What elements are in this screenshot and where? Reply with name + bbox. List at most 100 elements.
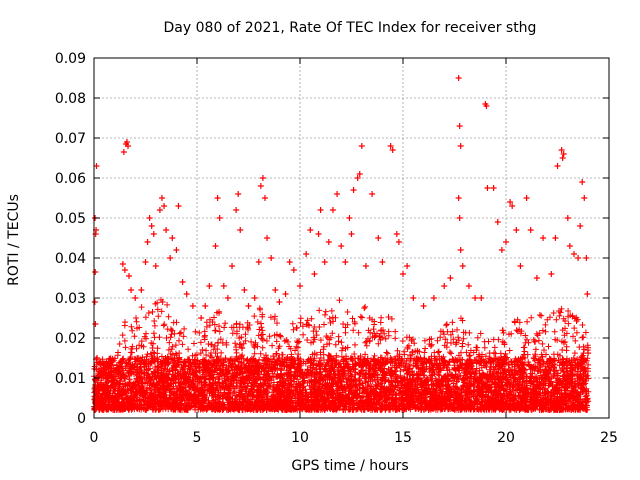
plot-frame xyxy=(93,57,610,419)
data-point xyxy=(233,207,240,213)
data-point xyxy=(570,251,577,257)
data-point xyxy=(362,263,369,269)
data-point xyxy=(183,291,190,297)
data-point xyxy=(356,171,363,177)
data-point xyxy=(465,283,472,289)
data-point xyxy=(189,303,196,309)
data-point xyxy=(346,215,353,221)
data-point xyxy=(389,147,396,153)
data-point xyxy=(245,303,252,309)
data-point xyxy=(290,267,297,273)
data-point xyxy=(132,295,139,301)
y-tick-label: 0.04 xyxy=(55,251,86,267)
data-point xyxy=(175,203,182,209)
data-point xyxy=(354,175,361,181)
data-point xyxy=(216,215,223,221)
data-point xyxy=(560,151,567,157)
data-point xyxy=(282,291,289,297)
data-point xyxy=(121,267,128,273)
data-point xyxy=(348,231,355,237)
data-point xyxy=(163,227,170,233)
data-point xyxy=(268,255,275,261)
data-point xyxy=(441,283,448,289)
data-point xyxy=(95,371,102,377)
data-point xyxy=(517,263,524,269)
data-point xyxy=(410,295,417,301)
data-point xyxy=(92,321,99,327)
data-points xyxy=(91,75,592,413)
data-point xyxy=(237,227,244,233)
y-tick-label: 0 xyxy=(77,411,86,427)
x-tick-label: 20 xyxy=(497,430,515,446)
data-point xyxy=(286,259,293,265)
data-point xyxy=(575,255,582,261)
x-tick-label: 0 xyxy=(90,430,99,446)
y-tick-label: 0.02 xyxy=(55,331,86,347)
data-point xyxy=(342,259,349,265)
data-point xyxy=(455,75,462,81)
data-point xyxy=(251,295,258,301)
data-point xyxy=(126,273,133,279)
data-point xyxy=(509,203,516,209)
data-point xyxy=(334,191,341,197)
data-point xyxy=(577,223,584,229)
data-point xyxy=(558,147,565,153)
data-point xyxy=(307,227,314,233)
data-point xyxy=(498,247,505,253)
data-point xyxy=(559,155,566,161)
data-point xyxy=(400,271,406,277)
data-point xyxy=(276,299,283,305)
data-point xyxy=(235,191,242,197)
data-point xyxy=(457,143,464,149)
data-point xyxy=(483,103,490,109)
data-point xyxy=(169,235,176,241)
data-point xyxy=(513,227,520,233)
data-point xyxy=(128,287,135,293)
data-point xyxy=(311,271,318,277)
x-tick-label: 5 xyxy=(193,430,202,446)
y-tick-label: 0.09 xyxy=(55,51,86,67)
x-tick-label: 15 xyxy=(394,430,412,446)
data-point xyxy=(484,185,491,191)
data-point xyxy=(261,195,268,201)
data-point xyxy=(212,243,219,249)
data-point xyxy=(257,183,264,189)
y-tick-label: 0.06 xyxy=(55,171,86,187)
data-point xyxy=(369,191,376,197)
data-point xyxy=(329,207,336,213)
data-point xyxy=(220,283,227,289)
data-point xyxy=(552,235,559,241)
chart-title: Day 080 of 2021, Rate Of TEC Index for r… xyxy=(164,20,537,36)
y-tick-label: 0.03 xyxy=(55,291,86,307)
data-point xyxy=(264,235,271,241)
data-point xyxy=(315,231,322,237)
data-point xyxy=(272,287,279,293)
data-point xyxy=(478,295,485,301)
data-point xyxy=(241,287,248,293)
data-point xyxy=(338,243,345,249)
data-point xyxy=(179,279,186,285)
x-axis-label: GPS time / hours xyxy=(291,458,408,474)
data-point xyxy=(527,227,534,233)
data-point xyxy=(447,275,454,281)
data-point xyxy=(161,203,168,209)
data-point xyxy=(533,275,540,281)
data-point xyxy=(206,283,213,289)
y-axis-label: ROTI / TECUs xyxy=(6,194,22,286)
data-point xyxy=(325,239,332,245)
data-point xyxy=(156,207,163,213)
data-point xyxy=(124,143,131,149)
data-point xyxy=(554,163,561,169)
data-point xyxy=(456,123,463,129)
x-tick-label: 25 xyxy=(600,430,618,446)
data-point xyxy=(420,303,427,309)
data-point xyxy=(321,259,328,265)
data-point xyxy=(540,235,547,241)
data-point xyxy=(375,235,382,241)
data-point xyxy=(158,195,165,201)
data-point xyxy=(523,195,530,201)
data-point xyxy=(584,291,591,297)
data-point xyxy=(548,271,555,277)
y-tick-label: 0.07 xyxy=(55,131,86,147)
